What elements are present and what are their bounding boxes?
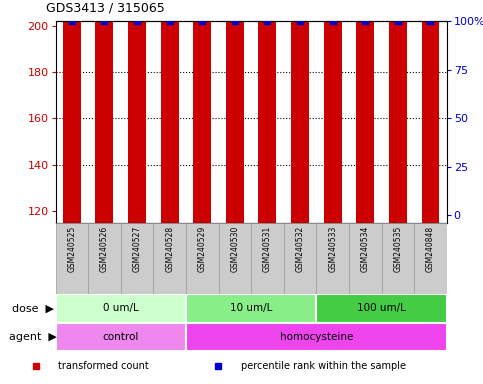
Bar — [56, 294, 186, 323]
Text: GSM240848: GSM240848 — [426, 225, 435, 272]
Bar — [382, 223, 414, 294]
Bar — [316, 223, 349, 294]
Text: GSM240525: GSM240525 — [67, 225, 76, 272]
Text: GSM240531: GSM240531 — [263, 225, 272, 272]
Text: GSM240532: GSM240532 — [296, 225, 305, 272]
Bar — [414, 223, 447, 294]
Text: GSM240526: GSM240526 — [100, 225, 109, 272]
Bar — [316, 294, 447, 323]
Text: 100 um/L: 100 um/L — [357, 303, 406, 313]
Text: homocysteine: homocysteine — [280, 332, 353, 342]
Bar — [251, 223, 284, 294]
Text: GSM240530: GSM240530 — [230, 225, 240, 272]
Bar — [226, 0, 244, 223]
Bar — [349, 223, 382, 294]
Bar — [88, 223, 121, 294]
Bar — [56, 323, 186, 351]
Bar — [324, 0, 341, 223]
Text: transformed count: transformed count — [58, 361, 149, 371]
Bar — [193, 0, 211, 223]
Bar — [154, 223, 186, 294]
Text: GSM240528: GSM240528 — [165, 225, 174, 272]
Bar — [284, 223, 316, 294]
Text: control: control — [102, 332, 139, 342]
Text: GSM240534: GSM240534 — [361, 225, 370, 272]
Text: GSM240529: GSM240529 — [198, 225, 207, 272]
Text: GDS3413 / 315065: GDS3413 / 315065 — [46, 2, 165, 15]
Bar — [219, 223, 251, 294]
Bar — [258, 0, 276, 223]
Bar — [121, 223, 154, 294]
Bar — [356, 0, 374, 223]
Bar — [96, 0, 114, 223]
Bar — [422, 0, 440, 223]
Bar — [161, 0, 179, 223]
Bar — [291, 0, 309, 223]
Bar — [186, 294, 316, 323]
Text: 10 um/L: 10 um/L — [230, 303, 272, 313]
Text: agent  ▶: agent ▶ — [9, 332, 57, 342]
Text: percentile rank within the sample: percentile rank within the sample — [241, 361, 406, 371]
Text: GSM240527: GSM240527 — [132, 225, 142, 272]
Text: 0 um/L: 0 um/L — [103, 303, 139, 313]
Bar — [128, 0, 146, 223]
Bar — [56, 223, 88, 294]
Text: GSM240535: GSM240535 — [393, 225, 402, 272]
Bar — [389, 0, 407, 223]
Text: GSM240533: GSM240533 — [328, 225, 337, 272]
Bar — [186, 223, 218, 294]
Bar — [63, 0, 81, 223]
Text: dose  ▶: dose ▶ — [12, 303, 54, 313]
Bar — [186, 323, 447, 351]
